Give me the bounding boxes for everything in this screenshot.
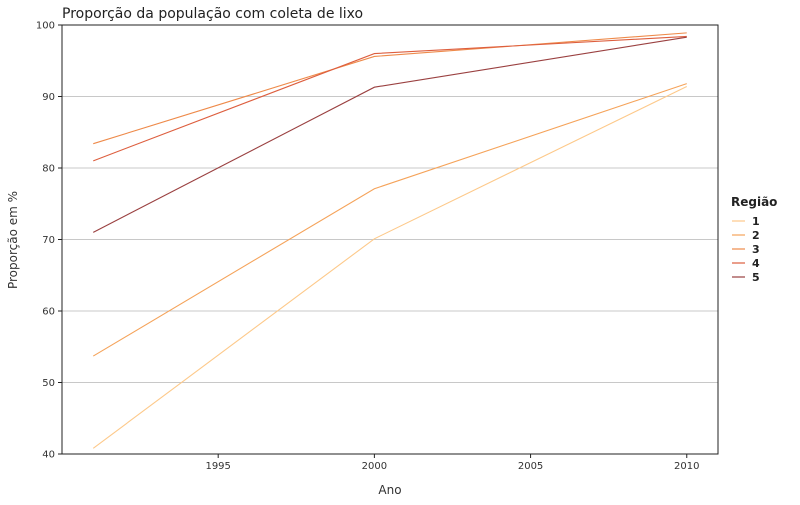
- y-tick-label: 70: [42, 235, 55, 246]
- x-tick-label: 2010: [674, 461, 699, 472]
- legend-title: Região: [731, 195, 777, 209]
- x-axis-ticks: 1995 2000 2005 2010: [205, 454, 699, 472]
- legend-label-4: 4: [752, 257, 760, 270]
- x-axis-label: Ano: [378, 483, 401, 497]
- gridlines: [62, 24, 718, 455]
- chart-title: Proporção da população com coleta de lix…: [62, 6, 363, 22]
- legend-label-1: 1: [752, 215, 760, 228]
- legend-label-2: 2: [752, 229, 760, 242]
- series-line-2: [92, 83, 687, 357]
- y-tick-label: 40: [42, 450, 55, 461]
- series-lines: [92, 32, 688, 449]
- x-tick-label: 1995: [205, 461, 230, 472]
- x-tick-label: 2005: [518, 461, 543, 472]
- y-axis-ticks: 40 50 60 70 80 90 100: [36, 21, 62, 461]
- series-line-4: [93, 35, 687, 162]
- y-tick-label: 90: [42, 92, 55, 103]
- legend-label-5: 5: [752, 271, 760, 284]
- x-tick-label: 2000: [362, 461, 387, 472]
- y-axis-label: Proporção em %: [6, 191, 20, 289]
- series-line-1: [92, 85, 688, 449]
- y-tick-label: 60: [42, 307, 55, 318]
- y-tick-label: 50: [42, 378, 55, 389]
- y-tick-label: 100: [36, 21, 55, 32]
- y-tick-label: 80: [42, 164, 55, 175]
- series-line-5: [92, 36, 687, 233]
- series-line-3: [93, 32, 687, 145]
- legend-label-3: 3: [752, 243, 760, 256]
